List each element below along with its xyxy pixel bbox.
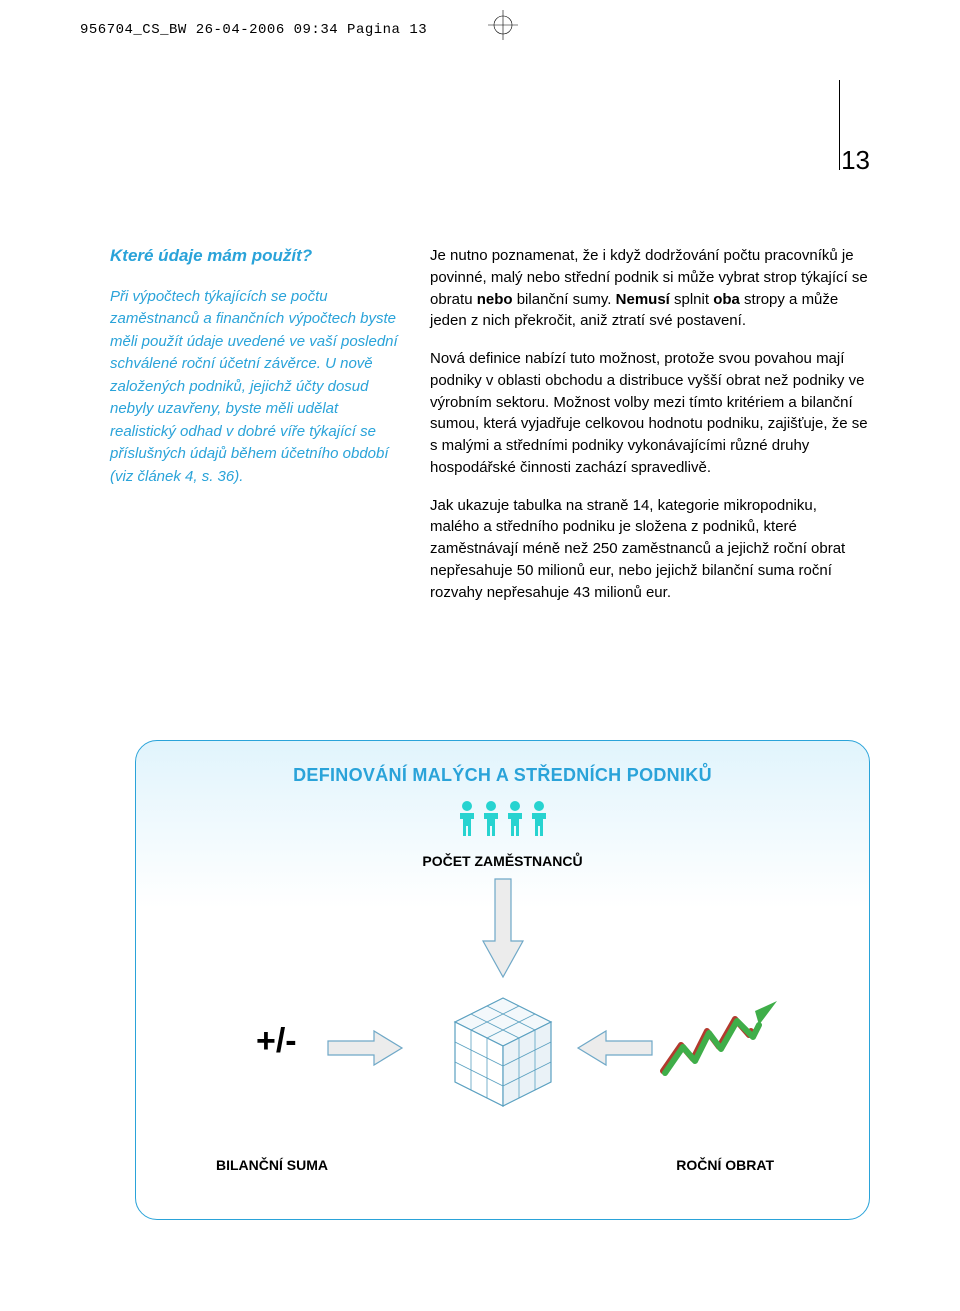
growth-arrow-icon [659, 997, 779, 1092]
page: 956704_CS_BW 26-04-2006 09:34 Pagina 13 … [0, 0, 960, 1311]
sidebar-callout: Které údaje mám použít? Při výpočtech tý… [110, 245, 400, 619]
main-body: Je nutno poznamenat, že i když dodržován… [430, 245, 870, 619]
diagram: +/- [136, 877, 869, 1167]
p1-bold-b: nebo [477, 291, 513, 308]
label-employees: POČET ZAMĚSTNANCŮ [136, 853, 869, 869]
p1-text-c: bilanční sumy. [513, 291, 616, 308]
p1-bold-f: oba [713, 291, 740, 308]
paragraph-1: Je nutno poznamenat, že i když dodržován… [430, 245, 870, 332]
infographic-box: DEFINOVÁNÍ MALÝCH A STŘEDNÍCH PODNIKŮ [135, 740, 870, 1220]
paragraph-2: Nová definice nabízí tuto možnost, proto… [430, 348, 870, 479]
cube-icon [443, 992, 563, 1117]
callout-title: Které údaje mám použít? [110, 245, 400, 268]
infobox-title: DEFINOVÁNÍ MALÝCH A STŘEDNÍCH PODNIKŮ [136, 765, 869, 786]
page-number: 13 [841, 145, 870, 176]
print-mark-header: 956704_CS_BW 26-04-2006 09:34 Pagina 13 [80, 22, 427, 38]
crop-mark-icon [488, 10, 518, 40]
p1-text-e: splnit [670, 291, 713, 308]
arrow-left-to-cube-icon [574, 1027, 654, 1074]
plus-minus-label: +/- [256, 1022, 297, 1061]
arrow-down-icon [479, 877, 527, 987]
arrow-right-to-cube-icon [326, 1027, 406, 1074]
people-icon [136, 800, 869, 843]
content-columns: Které údaje mám použít? Při výpočtech tý… [110, 245, 870, 619]
paragraph-3: Jak ukazuje tabulka na straně 14, katego… [430, 495, 870, 604]
callout-body: Při výpočtech týkajících se počtu zaměst… [110, 286, 400, 489]
p1-bold-d: Nemusí [616, 291, 670, 308]
page-number-text: 13 [841, 145, 870, 175]
page-number-divider [839, 80, 840, 170]
